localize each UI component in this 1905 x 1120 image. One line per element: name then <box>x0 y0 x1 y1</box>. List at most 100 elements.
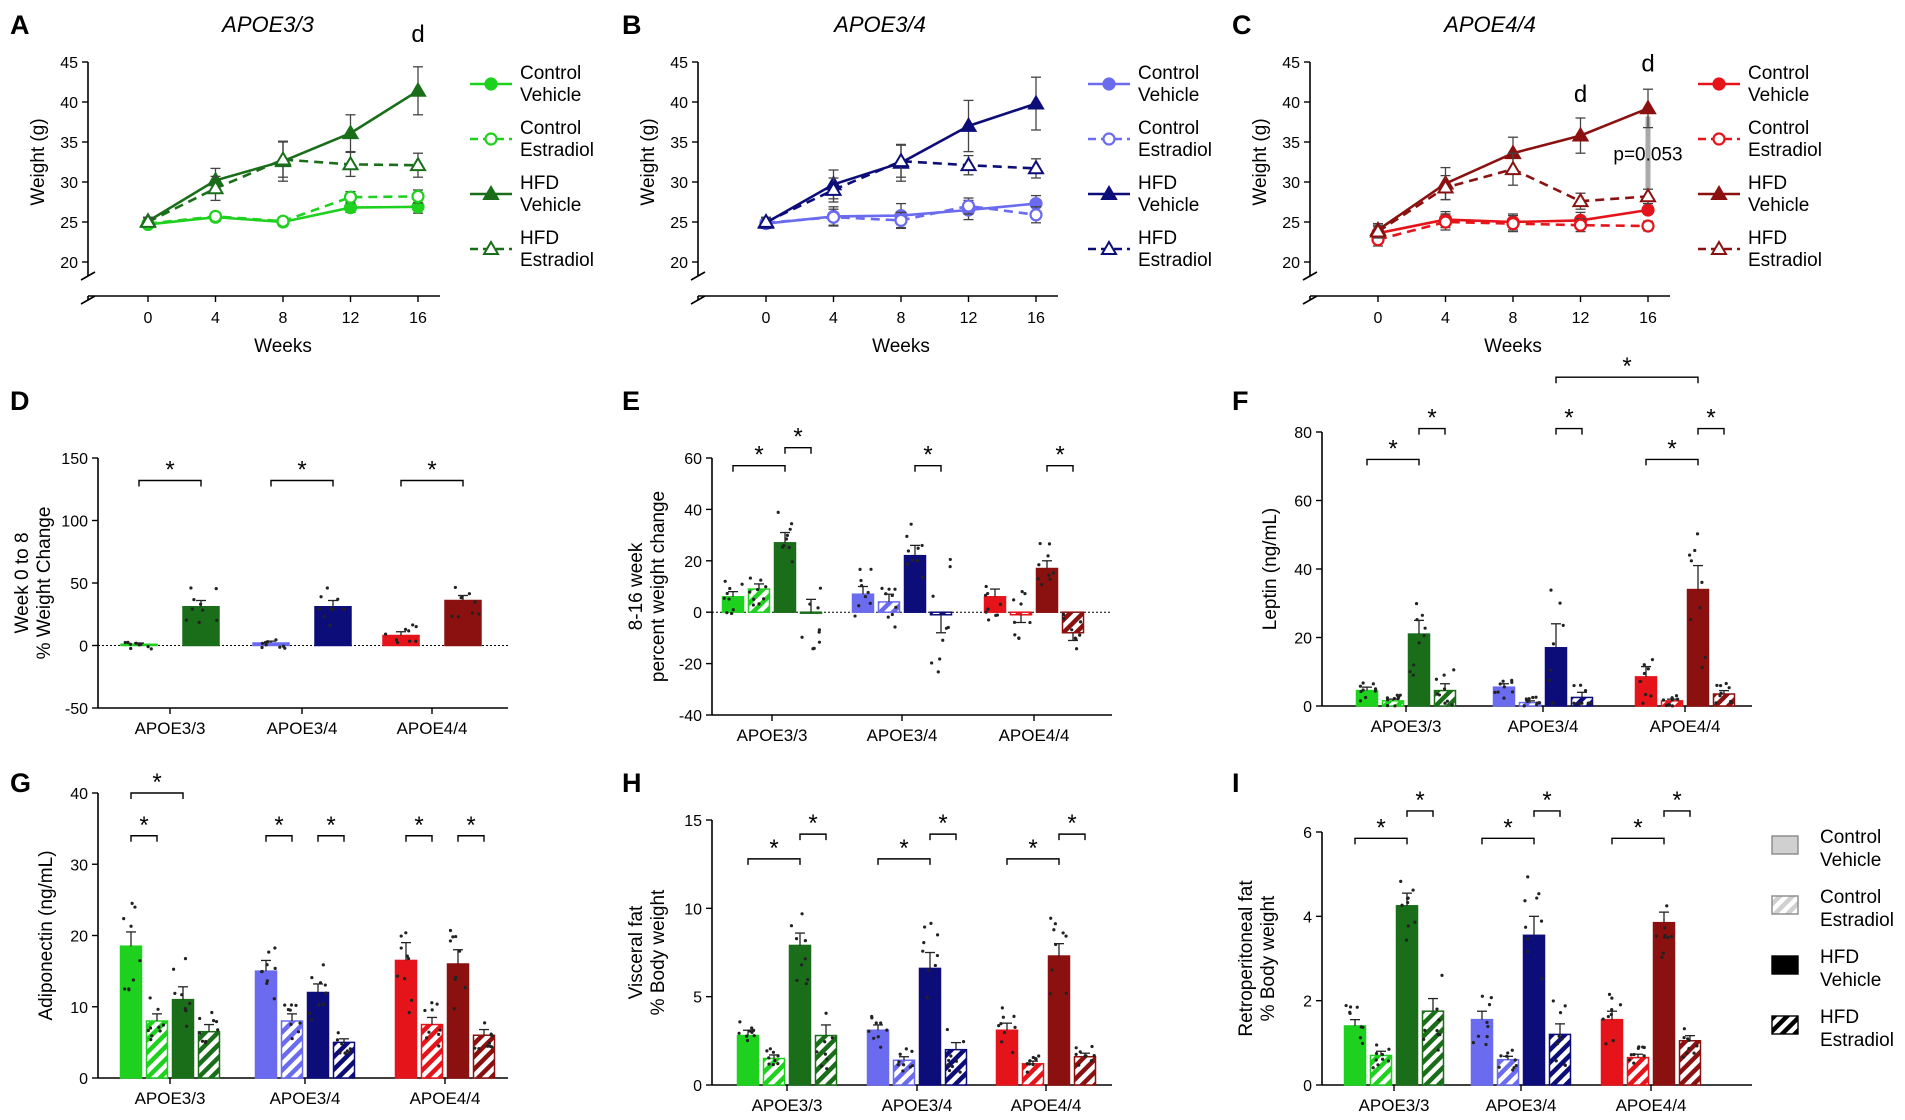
data-point <box>959 156 978 172</box>
data-dot <box>150 1034 154 1038</box>
data-dot <box>1695 1044 1699 1048</box>
data-dot <box>789 522 794 526</box>
significance-star: * <box>1067 810 1076 837</box>
y-tick-label: 100 <box>61 514 88 531</box>
legend-marker <box>1712 132 1726 146</box>
x-tick-label: 16 <box>1027 310 1045 327</box>
data-dot <box>298 1021 302 1025</box>
legend-swatch <box>1771 955 1799 975</box>
data-dot <box>1661 951 1665 955</box>
data-dot <box>1539 919 1544 923</box>
data-dot <box>395 640 400 645</box>
data-dot <box>787 545 791 550</box>
legend-marker <box>1102 77 1116 91</box>
data-dot <box>294 1003 298 1007</box>
category-label: APOE3/4 <box>270 1089 341 1108</box>
panel-title-B: APOE3/4 <box>832 12 926 37</box>
significance-star: * <box>808 810 817 837</box>
data-dot <box>1523 899 1527 903</box>
bar <box>747 588 771 613</box>
data-dot <box>815 1050 819 1054</box>
data-dot <box>1452 668 1456 672</box>
data-dot <box>183 956 188 961</box>
data-dot <box>171 967 176 971</box>
data-dot <box>319 595 323 599</box>
data-dot <box>933 963 937 968</box>
data-dot <box>1435 1007 1439 1011</box>
significance-bracket <box>1555 376 1699 384</box>
data-dot <box>867 1029 871 1033</box>
data-dot <box>1074 1052 1078 1056</box>
data-dot <box>1610 1007 1614 1012</box>
data-dot <box>901 1063 906 1067</box>
data-dot <box>954 1059 959 1063</box>
category-label: APOE3/3 <box>737 726 808 745</box>
data-dot <box>325 586 329 590</box>
legend-swatch <box>1771 895 1799 915</box>
significance-bracket <box>265 835 293 842</box>
y-axis-label: Leptin (ng/mL) <box>1260 508 1281 631</box>
data-dot <box>995 613 1000 617</box>
data-dot <box>761 597 766 601</box>
data-dot <box>1000 1040 1004 1044</box>
data-dot <box>921 575 925 579</box>
significance-bracket <box>1418 427 1446 435</box>
data-dot <box>727 597 731 601</box>
data-dot <box>1476 1034 1481 1038</box>
y-tick-label: 45 <box>1282 55 1300 72</box>
data-dot <box>1037 563 1041 567</box>
y-tick-label: 15 <box>684 813 702 830</box>
data-dot <box>1348 1005 1353 1009</box>
y-tick-label: 40 <box>684 502 702 519</box>
data-point <box>1506 217 1520 231</box>
data-dot <box>1688 617 1693 622</box>
significance-star: * <box>1388 435 1397 462</box>
data-dot <box>1729 700 1733 705</box>
data-dot <box>946 1063 950 1067</box>
data-dot <box>767 1056 771 1060</box>
data-dot <box>784 537 789 541</box>
significance-star: * <box>1622 353 1631 380</box>
x-tick-label: 0 <box>144 310 153 327</box>
data-dot <box>1669 934 1674 939</box>
panel-label-H: H <box>622 768 642 798</box>
panel-label-D: D <box>10 386 30 416</box>
data-dot <box>997 1024 1001 1028</box>
data-dot <box>1412 663 1416 667</box>
data-point <box>1027 94 1045 110</box>
significance-bracket <box>929 833 957 841</box>
data-dot <box>477 612 481 616</box>
data-dot <box>1601 1017 1605 1021</box>
significance-bracket <box>270 479 334 487</box>
data-dot <box>456 615 461 619</box>
category-label: APOE4/4 <box>1650 717 1721 736</box>
bar <box>736 1034 760 1086</box>
data-dot <box>329 607 333 611</box>
data-dot <box>1698 606 1702 610</box>
data-dot <box>1589 701 1593 705</box>
data-dot <box>1017 636 1021 640</box>
data-dot <box>824 1011 828 1015</box>
data-dot <box>941 638 945 642</box>
bar <box>280 1020 304 1079</box>
data-dot <box>1485 1035 1489 1039</box>
significance-bracket <box>1555 427 1583 435</box>
data-dot <box>1563 1063 1567 1067</box>
data-dot <box>1440 973 1444 977</box>
data-dot <box>148 1026 153 1030</box>
data-dot <box>869 567 873 571</box>
data-dot <box>1695 532 1700 536</box>
data-dot <box>1047 573 1051 577</box>
data-dot <box>945 1027 949 1032</box>
data-dot <box>1572 683 1576 688</box>
y-axis-label: % Body weight <box>1258 895 1279 1021</box>
panel-label-G: G <box>10 768 31 798</box>
data-dot <box>1489 995 1493 1000</box>
data-dot <box>948 557 952 562</box>
annotation: d <box>411 21 424 48</box>
x-axis-label: Weeks <box>872 336 930 357</box>
y-tick-label: 20 <box>70 929 88 946</box>
data-dot <box>905 534 909 538</box>
data-dot <box>133 905 137 909</box>
data-dot <box>1404 938 1409 942</box>
